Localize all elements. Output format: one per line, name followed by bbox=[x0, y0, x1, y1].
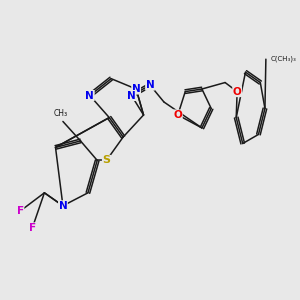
Text: N: N bbox=[146, 80, 154, 90]
Text: CH₃: CH₃ bbox=[53, 109, 68, 118]
Text: O: O bbox=[233, 87, 242, 97]
Text: N: N bbox=[127, 91, 136, 100]
Text: N: N bbox=[58, 201, 67, 211]
Text: C(CH₃)₃: C(CH₃)₃ bbox=[271, 56, 297, 62]
Text: N: N bbox=[132, 84, 140, 94]
Text: S: S bbox=[103, 155, 110, 165]
Text: O: O bbox=[173, 110, 182, 120]
Text: N: N bbox=[85, 91, 94, 100]
Text: F: F bbox=[29, 223, 36, 233]
Text: F: F bbox=[17, 206, 24, 216]
